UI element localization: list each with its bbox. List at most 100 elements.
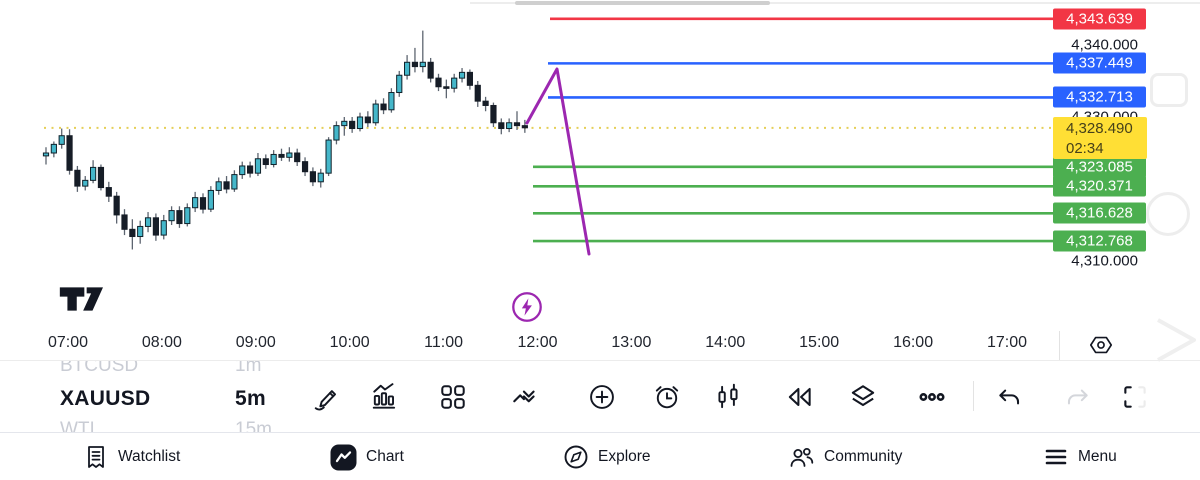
undo-icon[interactable] — [993, 380, 1027, 414]
candle-body — [513, 122, 521, 127]
layers-icon[interactable] — [846, 380, 880, 414]
candle-body — [341, 120, 348, 127]
candle-body — [490, 104, 497, 124]
nav-label: Explore — [598, 448, 651, 465]
candle-body — [482, 100, 489, 106]
candle-body — [254, 158, 262, 174]
candle-body — [333, 125, 340, 141]
time-axis-label: 11:00 — [424, 334, 464, 351]
symbol-label: WTI — [60, 419, 95, 432]
add-icon[interactable] — [585, 380, 619, 414]
candle-body — [325, 139, 332, 174]
candle-body — [137, 225, 144, 238]
candle-body — [380, 103, 387, 111]
candle-body — [105, 187, 112, 197]
time-axis[interactable]: 07:00 08:00 09:00 10:00 11:00 12:00 13:00 14:00… — [0, 330, 1200, 360]
candle-body — [506, 122, 513, 130]
candle-body — [247, 165, 254, 174]
time-axis-label: 10:00 — [329, 334, 370, 351]
candle-body — [294, 152, 301, 163]
candle-body — [270, 153, 277, 166]
candle-body — [121, 214, 128, 230]
nav-explore[interactable]: Explore — [563, 433, 651, 480]
candle-body — [372, 103, 379, 124]
time-axis-label: 09:00 — [235, 334, 276, 351]
time-axis-label: 17:00 — [986, 334, 1028, 351]
ghost-circle-tool-icon — [1146, 192, 1190, 236]
redo-icon[interactable] — [1060, 380, 1094, 414]
tradingview-logo — [59, 287, 103, 311]
candle-body — [215, 181, 222, 191]
symbol-label: XAUUSD — [60, 387, 151, 410]
candle-body — [223, 181, 230, 190]
interval-label: 15m — [235, 419, 272, 432]
time-axis-label: 07:00 — [47, 334, 89, 351]
drag-handle[interactable] — [515, 1, 770, 5]
candle-body — [427, 61, 434, 79]
candlestick-chart[interactable] — [0, 0, 1200, 330]
candle-body — [74, 169, 81, 187]
draw-icon[interactable] — [310, 380, 344, 414]
layout-grid-icon[interactable] — [436, 380, 470, 414]
candle-body — [184, 207, 191, 225]
candle-body — [419, 61, 426, 68]
flash-icon[interactable] — [511, 291, 543, 323]
trend-line[interactable] — [525, 67, 591, 256]
chart-toolbar — [305, 368, 1200, 428]
candle-body — [364, 116, 371, 124]
nav-community[interactable]: Community — [788, 433, 902, 480]
nav-label: Menu — [1078, 448, 1117, 465]
time-axis-label: 13:00 — [611, 334, 652, 351]
candle-body — [97, 166, 105, 189]
candle-body — [66, 135, 73, 171]
axis-bottom-divider — [0, 360, 1200, 361]
nav-label: Chart — [366, 448, 404, 465]
more-icon[interactable] — [915, 380, 949, 414]
candle-body — [474, 84, 481, 102]
interval-label: 5m — [235, 387, 266, 410]
candle-body — [113, 195, 120, 216]
nav-chart[interactable]: Chart — [330, 433, 404, 480]
candle-body — [42, 152, 50, 157]
candle-body — [349, 120, 356, 130]
replay-icon[interactable] — [783, 380, 817, 414]
nav-menu[interactable]: Menu — [1043, 433, 1117, 480]
patterns-icon[interactable] — [508, 380, 542, 414]
candle-body — [168, 210, 175, 222]
candle-body — [278, 153, 285, 158]
picker-row-active[interactable]: XAUUSD 5m — [60, 387, 310, 411]
ghost-chevron-icon — [1157, 318, 1196, 362]
candle-body — [443, 86, 450, 89]
ghost-square-tool-icon — [1150, 73, 1188, 107]
chart-type-icon[interactable] — [711, 380, 745, 414]
fullscreen-icon[interactable] — [1118, 380, 1152, 414]
indicators-icon[interactable] — [368, 380, 402, 414]
candle-body — [82, 179, 89, 187]
candle-body — [411, 61, 419, 68]
top-divider — [470, 2, 1200, 4]
candle-body — [451, 77, 458, 89]
picker-row-next[interactable]: WTI 15m — [60, 419, 310, 432]
candle-body — [176, 210, 183, 225]
candle-body — [286, 152, 293, 158]
candle-body — [317, 172, 324, 183]
candle-body — [192, 197, 199, 209]
candle-body — [521, 125, 528, 129]
time-axis-label: 12:00 — [517, 334, 558, 351]
candle-body — [207, 189, 214, 210]
candle-body — [90, 166, 97, 181]
candle-body — [239, 165, 246, 176]
candle-body — [231, 174, 238, 190]
time-axis-label: 15:00 — [799, 334, 840, 351]
candle-body — [458, 71, 466, 79]
symbol-interval-picker: BTCUSD 1m XAUUSD 5m WTI 15m — [60, 361, 310, 432]
candle-body — [466, 71, 473, 86]
nav-watchlist[interactable]: Watchlist — [83, 433, 180, 480]
axis-settings-icon[interactable] — [1088, 331, 1116, 359]
symbol-label: BTCUSD — [60, 361, 139, 376]
nav-label: Community — [824, 448, 903, 465]
picker-row-prev[interactable]: BTCUSD 1m — [60, 361, 310, 377]
alert-icon[interactable] — [650, 380, 684, 414]
candle-body — [160, 220, 167, 236]
candle-body — [58, 135, 65, 145]
